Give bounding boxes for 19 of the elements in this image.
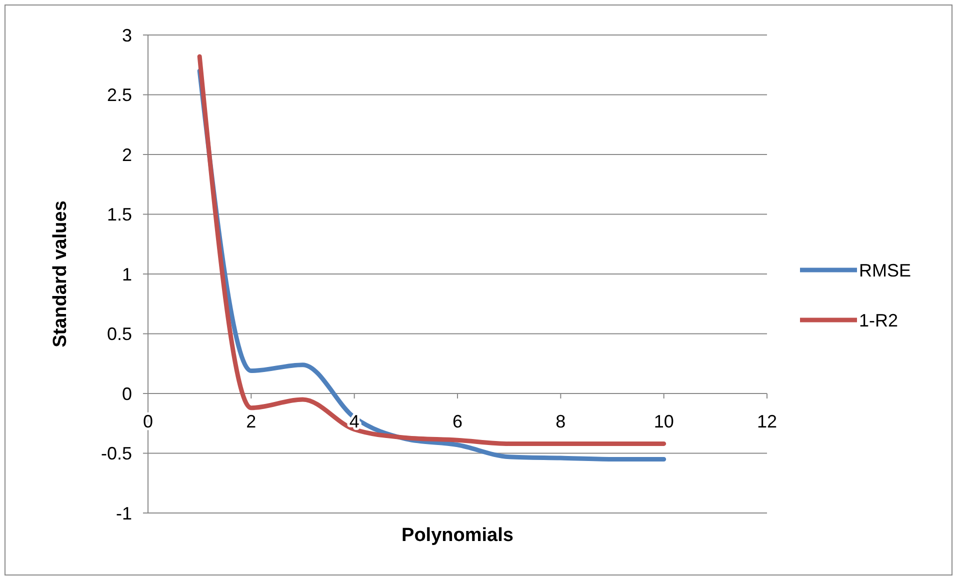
y-tick-label: 1.5 [106,204,132,225]
x-tick-label: 12 [756,412,778,432]
x-tick-label: 8 [556,412,566,432]
x-tick-label: 10 [654,412,674,432]
legend-label: 1-R2 [859,310,898,330]
legend-label: RMSE [859,260,912,280]
y-tick-label: 2 [122,144,132,165]
x-axis-title: Polynomials [402,525,514,546]
x-tick-label: 2 [246,412,256,432]
y-tick-label: 0 [122,384,132,404]
x-tick-label: 6 [452,412,463,432]
y-tick-label: 0.5 [106,324,132,344]
y-tick-label: 2.5 [106,85,132,106]
x-tick-label: 0 [142,412,154,432]
y-tick-label: 3 [122,25,132,46]
y-tick-label: -1 [116,503,132,524]
y-tick-label: 1 [122,264,132,284]
y-tick-label: -0.5 [100,444,132,464]
y-axis-title: Standard values [50,200,71,348]
